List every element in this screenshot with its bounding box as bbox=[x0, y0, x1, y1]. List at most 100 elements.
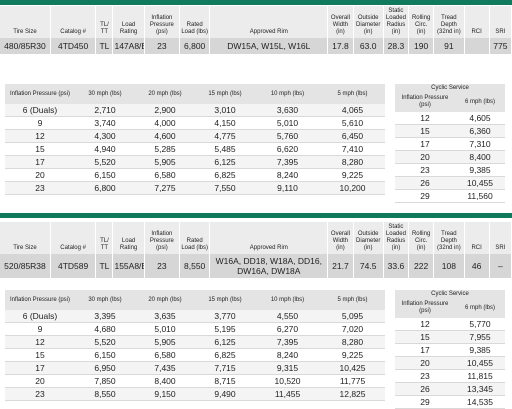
spec-header: SRI bbox=[489, 6, 512, 38]
load-header: 10 mph (lbs) bbox=[255, 84, 320, 104]
spec-value bbox=[464, 38, 490, 54]
cyclic-cell: 26 bbox=[395, 382, 455, 396]
spec-header: Tire Size bbox=[0, 6, 51, 38]
cyclic-title: Cyclic Service bbox=[395, 84, 505, 92]
load-cell: 3,770 bbox=[195, 310, 255, 323]
spec-table: Tire Size Catalog # TL/ TT Load Rating Infla… bbox=[0, 6, 512, 54]
load-cell: 6,825 bbox=[195, 348, 255, 362]
cyclic-table: Cyclic Service Inflation Pressure (psi) 6 … bbox=[395, 290, 505, 409]
cyclic-row: 17 9,385 bbox=[395, 343, 505, 357]
cyclic-cell: 6,360 bbox=[455, 124, 505, 138]
load-header: 5 mph (lbs) bbox=[320, 290, 385, 310]
load-cell: 5,520 bbox=[75, 155, 135, 169]
load-cell: 4,775 bbox=[195, 129, 255, 143]
spec-header: Static Loaded Radius (in) bbox=[383, 6, 410, 38]
load-cell: 12,825 bbox=[320, 387, 385, 401]
cyclic-cell: 11,815 bbox=[455, 369, 505, 383]
load-cell: 4,065 bbox=[320, 104, 385, 117]
load-cell: 7,850 bbox=[75, 374, 135, 388]
load-header-row: Inflation Pressure (psi) 30 mph (lbs) 20 m… bbox=[5, 290, 385, 310]
spec-header: Tire Size bbox=[0, 222, 51, 254]
load-cell: 6,270 bbox=[255, 322, 320, 336]
cyclic-header: 6 mph (lbs) bbox=[455, 298, 505, 318]
spec-header: Overall Width (in) bbox=[327, 6, 354, 38]
load-cell: 12 bbox=[5, 129, 75, 143]
spec-value: 21.7 bbox=[327, 254, 354, 278]
load-cell: 9,315 bbox=[255, 361, 320, 375]
load-cell: 5,520 bbox=[75, 335, 135, 349]
cyclic-cell: 9,385 bbox=[455, 343, 505, 357]
load-cell: 3,740 bbox=[75, 116, 135, 130]
cyclic-table: Cyclic Service Inflation Pressure (psi) 6 … bbox=[395, 84, 505, 203]
load-header-row: Inflation Pressure (psi) 30 mph (lbs) 20 m… bbox=[5, 84, 385, 104]
spec-value: 222 bbox=[408, 254, 435, 278]
cyclic-row: 15 7,955 bbox=[395, 330, 505, 344]
cyclic-header: 6 mph (lbs) bbox=[455, 92, 505, 112]
load-row: 15 4,940 5,285 5,485 6,620 7,410 bbox=[5, 142, 385, 156]
load-cell: 15 bbox=[5, 348, 75, 362]
load-cell: 4,000 bbox=[135, 116, 195, 130]
spec-value: 74.5 bbox=[353, 254, 384, 278]
cyclic-cell: 20 bbox=[395, 150, 455, 164]
cyclic-title-row: Cyclic Service bbox=[395, 290, 505, 298]
spec-header: Rolling Circ. (in) bbox=[408, 222, 435, 254]
load-cell: 7,395 bbox=[255, 335, 320, 349]
cyclic-cell: 5,770 bbox=[455, 318, 505, 331]
spec-header: RCI bbox=[464, 6, 490, 38]
spec-value: 91 bbox=[433, 38, 465, 54]
load-row: 17 6,950 7,435 7,715 9,315 10,425 bbox=[5, 361, 385, 375]
spec-value: 28.3 bbox=[383, 38, 410, 54]
load-cell: 17 bbox=[5, 155, 75, 169]
load-cell: 5,485 bbox=[195, 142, 255, 156]
spec-header: RCI bbox=[464, 222, 490, 254]
cyclic-cell: 17 bbox=[395, 343, 455, 357]
spec-header: Outside Diameter (in) bbox=[353, 222, 384, 254]
load-cell: 2,710 bbox=[75, 104, 135, 117]
spec-header: Rated Load (lbs) bbox=[179, 222, 211, 254]
load-cell: 7,275 bbox=[135, 181, 195, 195]
load-cell: 11,775 bbox=[320, 374, 385, 388]
spec-value: DW15A, W15L, W16L bbox=[209, 38, 329, 54]
load-cell: 23 bbox=[5, 181, 75, 195]
cyclic-row: 20 10,455 bbox=[395, 356, 505, 370]
load-row: 17 5,520 5,905 6,125 7,395 8,280 bbox=[5, 155, 385, 169]
cyclic-cell: 26 bbox=[395, 176, 455, 190]
cyclic-row: 20 8,400 bbox=[395, 150, 505, 164]
cyclic-row: 17 7,310 bbox=[395, 137, 505, 151]
load-cell: 7,550 bbox=[195, 181, 255, 195]
load-header: 15 mph (lbs) bbox=[195, 84, 255, 104]
cyclic-row: 26 13,345 bbox=[395, 382, 505, 396]
cyclic-cell: 7,310 bbox=[455, 137, 505, 151]
load-cell: 3,395 bbox=[75, 310, 135, 323]
spec-header: Load Rating bbox=[112, 6, 145, 38]
spec-header: Tread Depth (32nd in) bbox=[433, 222, 465, 254]
cyclic-cell: 11,560 bbox=[455, 189, 505, 203]
spec-value: 190 bbox=[408, 38, 435, 54]
load-cell: 11,455 bbox=[255, 387, 320, 401]
load-cell: 5,905 bbox=[135, 155, 195, 169]
load-row: 15 6,150 6,580 6,825 8,240 9,225 bbox=[5, 348, 385, 362]
cyclic-row: 29 11,560 bbox=[395, 189, 505, 203]
load-cell: 23 bbox=[5, 387, 75, 401]
spec-header: Inflation Pressure (psi) bbox=[144, 6, 181, 38]
load-cell: 4,680 bbox=[75, 322, 135, 336]
load-cell: 15 bbox=[5, 142, 75, 156]
load-cell: 7,020 bbox=[320, 322, 385, 336]
load-header: 15 mph (lbs) bbox=[195, 290, 255, 310]
load-cell: 7,410 bbox=[320, 142, 385, 156]
spec-header: Outside Diameter (in) bbox=[353, 6, 384, 38]
load-cell: 9,110 bbox=[255, 181, 320, 195]
spec-value: 33.6 bbox=[383, 254, 410, 278]
spec-value: 147A8/B bbox=[112, 38, 145, 54]
load-cell: 4,600 bbox=[135, 129, 195, 143]
spec-value-row: 480/85R30 4TD450 TL 147A8/B 23 6,800 DW15A, W1… bbox=[0, 38, 512, 54]
spec-value: 63.0 bbox=[353, 38, 384, 54]
spec-header: Tread Depth (32nd in) bbox=[433, 6, 465, 38]
load-cell: 5,760 bbox=[255, 129, 320, 143]
spec-header: Inflation Pressure (psi) bbox=[144, 222, 181, 254]
cyclic-header-row: Inflation Pressure (psi) 6 mph (lbs) bbox=[395, 92, 505, 112]
load-cell: 10,200 bbox=[320, 181, 385, 195]
cyclic-cell: 7,955 bbox=[455, 330, 505, 344]
spec-value: W16A, DD18, W18A, DD16, DW16A, DW18A bbox=[209, 254, 329, 278]
